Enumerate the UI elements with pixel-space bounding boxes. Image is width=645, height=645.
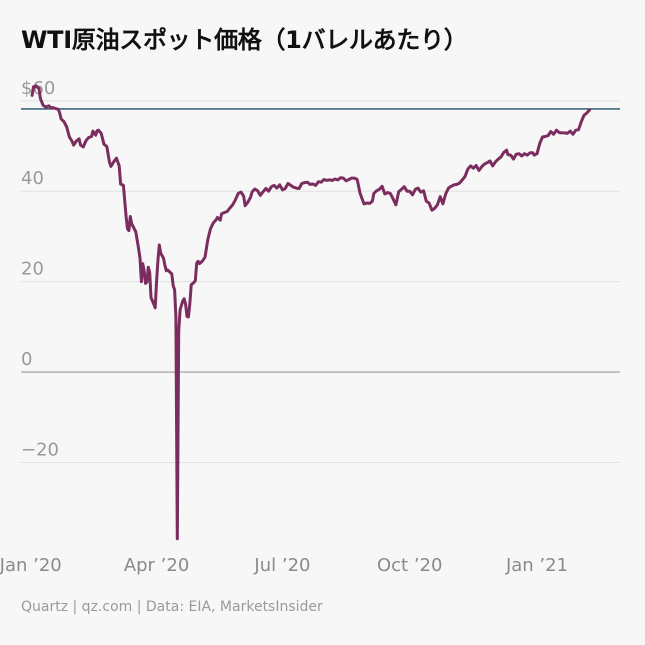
x-tick-label: Jul ’20 <box>253 555 310 576</box>
x-axis-labels: Jan ’20 Apr ’20 Jul ’20 Oct ’20 Jan ’21 <box>0 555 568 576</box>
x-tick-label: Oct ’20 <box>377 555 442 576</box>
chart-title: WTI原油スポット価格（1バレルあたり） <box>21 26 468 54</box>
x-tick-label: Apr ’20 <box>124 555 190 576</box>
y-tick-label: 20 <box>21 259 44 280</box>
y-tick-label: 40 <box>21 168 44 189</box>
source-footer: Quartz | qz.com | Data: EIA, MarketsInsi… <box>21 599 323 615</box>
gridlines <box>21 100 620 463</box>
y-tick-label: 0 <box>21 349 32 370</box>
x-tick-label: Jan ’21 <box>505 555 568 576</box>
x-tick-label: Jan ’20 <box>0 555 62 576</box>
wti-price-line <box>30 84 592 541</box>
y-tick-label: −20 <box>21 439 59 460</box>
